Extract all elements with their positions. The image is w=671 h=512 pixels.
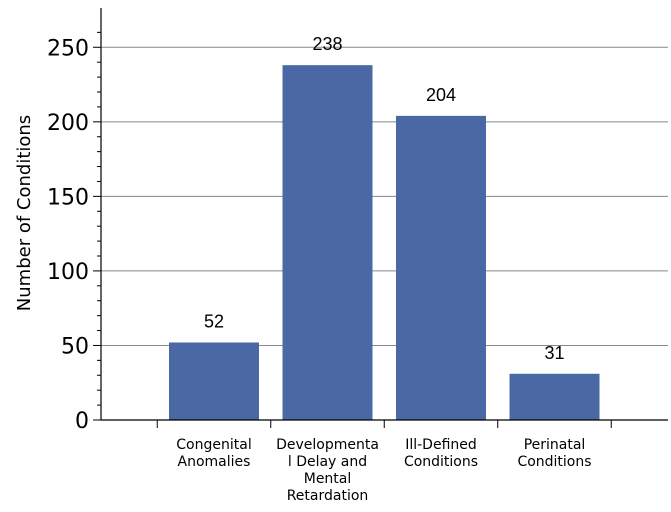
gridlines (101, 46, 668, 346)
x-tick-label: Congenital (176, 437, 251, 453)
data-label: 238 (312, 34, 342, 54)
x-tick-label: Developmenta (276, 437, 379, 453)
x-tick-label: Conditions (517, 454, 591, 470)
y-tick-label: 0 (75, 409, 89, 434)
x-tick-label: Conditions (404, 454, 478, 470)
data-label: 204 (426, 85, 456, 105)
y-tick-label: 100 (47, 260, 89, 285)
x-tick-label: Anomalies (178, 454, 251, 470)
bar (396, 115, 486, 420)
y-tick-label: 50 (61, 334, 89, 359)
axes (93, 8, 668, 428)
data-label: 31 (544, 343, 564, 363)
y-tick-label: 150 (47, 185, 89, 210)
x-tick-label: Perinatal (524, 437, 586, 453)
x-tick-label: Retardation (287, 488, 369, 504)
data-label: 52 (204, 311, 224, 331)
bar (282, 65, 373, 420)
y-tick-label: 200 (47, 111, 89, 136)
bar (509, 373, 600, 420)
y-axis-title: Number of Conditions (14, 115, 35, 311)
y-tick-label: 250 (47, 36, 89, 61)
x-tick-label: l Delay and (288, 454, 367, 470)
bars (169, 65, 600, 420)
x-tick-label: Ill-Defined (405, 437, 477, 453)
bar (169, 342, 259, 420)
x-tick-label: Mental (304, 471, 352, 487)
